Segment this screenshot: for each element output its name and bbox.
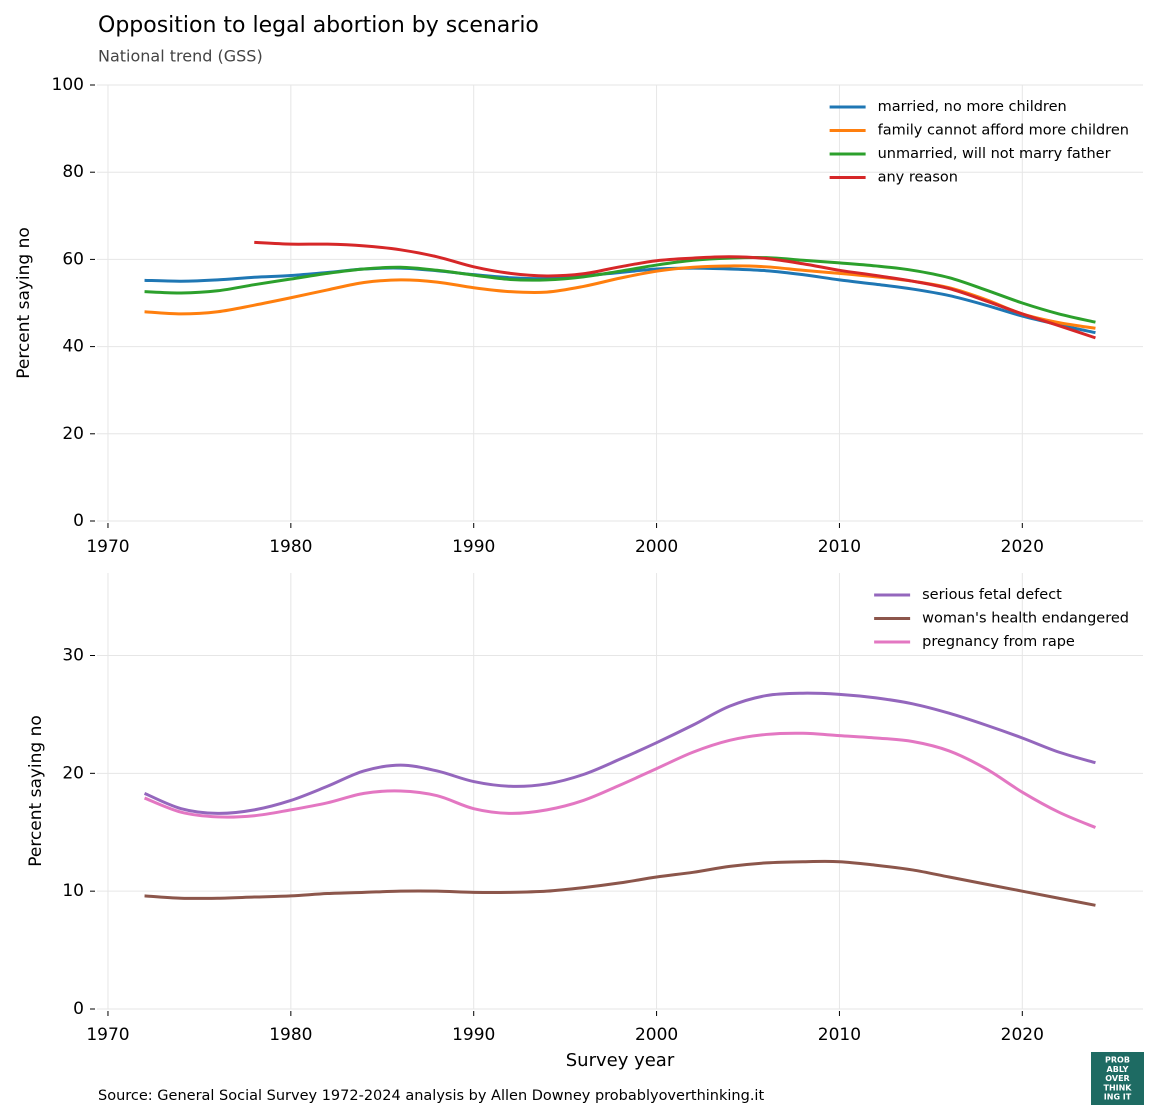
legend-label: unmarried, will not marry father — [878, 146, 1111, 162]
x-tick-label: 1990 — [452, 1025, 495, 1045]
logo-text: PROB — [1105, 1056, 1130, 1065]
legend: serious fetal defect woman's health endan… — [874, 587, 1129, 650]
data-line — [254, 240, 1096, 340]
x-tick-label: 2000 — [635, 1025, 678, 1045]
y-axis-label: Percent saying no — [26, 715, 46, 867]
legend-label: serious fetal defect — [922, 587, 1062, 603]
logo-text: ING IT — [1104, 1093, 1132, 1102]
chart-subtitle: National trend (GSS) — [98, 47, 263, 66]
x-tick-label: 1990 — [452, 537, 495, 557]
legend-label: woman's health endangered — [922, 611, 1129, 627]
x-tick-label: 2020 — [1001, 537, 1044, 557]
x-tick-label: 2010 — [818, 537, 861, 557]
source-note: Source: General Social Survey 1972-2024 … — [98, 1088, 764, 1104]
logo-text: THINK — [1103, 1083, 1132, 1092]
y-tick-label: 0 — [73, 999, 84, 1019]
x-axis-label: Survey year — [566, 1050, 675, 1071]
y-tick-label: 80 — [62, 162, 84, 182]
chart-title: Opposition to legal abortion by scenario — [98, 13, 539, 38]
legend: married, no more children family cannot a… — [829, 99, 1129, 186]
x-tick-label: 1970 — [86, 1025, 129, 1045]
y-tick-label: 0 — [73, 511, 84, 531]
y-tick-label: 20 — [62, 763, 84, 783]
y-tick-label: 20 — [62, 424, 84, 444]
logo-text: OVER — [1105, 1074, 1129, 1083]
x-tick-label: 1980 — [269, 1025, 312, 1045]
legend-label: any reason — [878, 170, 958, 186]
x-tick-label: 1980 — [269, 537, 312, 557]
data-line — [144, 859, 1096, 907]
y-tick-label: 60 — [62, 249, 84, 269]
x-tick-label: 2000 — [635, 537, 678, 557]
logo-badge — [1091, 1052, 1144, 1105]
logo-text: ABLY — [1107, 1065, 1129, 1074]
y-tick-label: 40 — [62, 337, 84, 357]
y-tick-label: 30 — [62, 645, 84, 665]
data-line — [143, 731, 1097, 829]
y-tick-label: 100 — [52, 75, 84, 95]
data-line — [143, 691, 1096, 815]
legend-label: pregnancy from rape — [922, 634, 1075, 650]
legend-label: married, no more children — [878, 99, 1067, 115]
x-tick-label: 1970 — [86, 537, 129, 557]
data-line — [144, 256, 1096, 324]
y-axis-label: Percent saying no — [14, 227, 34, 379]
x-tick-label: 2010 — [818, 1025, 861, 1045]
x-tick-label: 2020 — [1001, 1025, 1044, 1045]
legend-label: family cannot afford more children — [878, 123, 1129, 139]
y-tick-label: 10 — [62, 881, 84, 901]
